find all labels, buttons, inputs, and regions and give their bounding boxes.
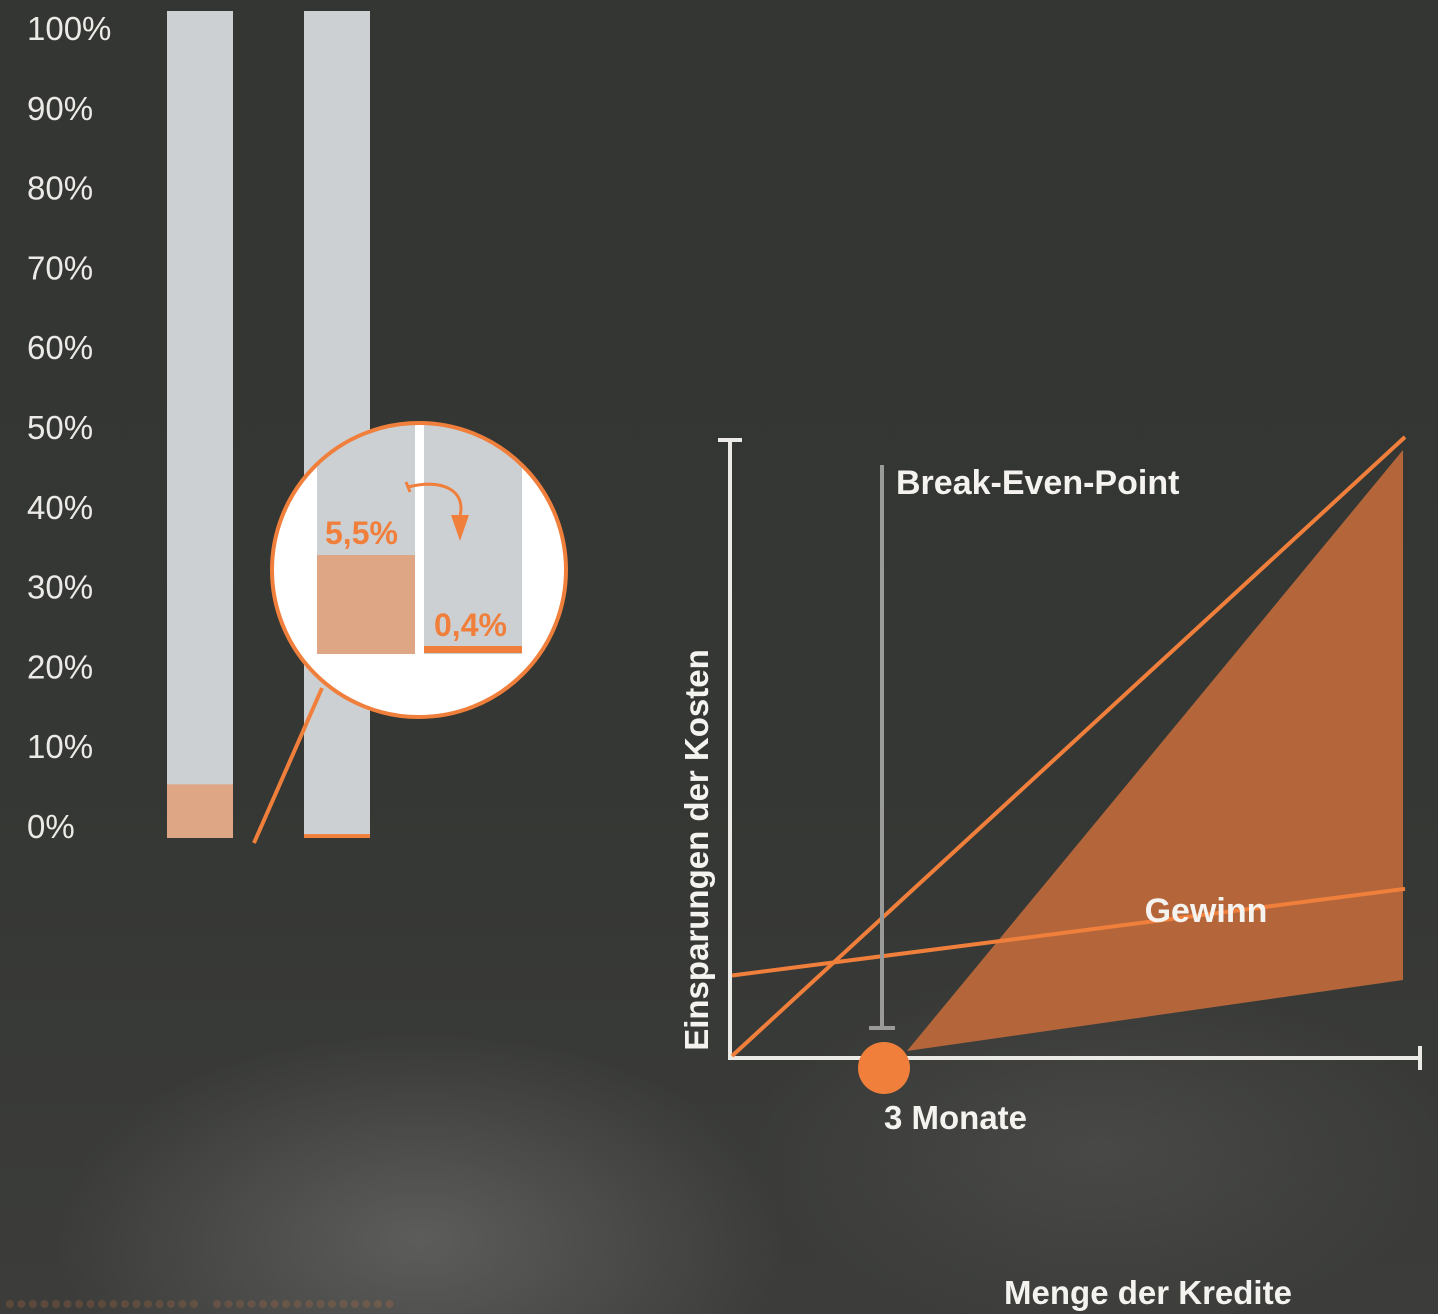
decor-dot — [224, 1300, 233, 1308]
decor-dot — [236, 1300, 244, 1308]
arrow-head-icon — [451, 515, 469, 541]
curved-arrow-icon — [407, 482, 463, 517]
decor-dot — [6, 1300, 14, 1308]
inset-label-a: 5,5% — [325, 515, 398, 551]
decor-dot — [86, 1300, 95, 1308]
y-axis-label: Einsparungen der Kosten — [678, 649, 715, 1051]
decor-dot — [190, 1300, 198, 1308]
decor-dot — [52, 1300, 60, 1308]
y-tick-label: 10% — [27, 728, 93, 765]
decor-dot — [75, 1300, 83, 1308]
y-tick-label: 100% — [27, 10, 111, 47]
decor-dot — [98, 1300, 106, 1308]
y-tick-label: 70% — [27, 249, 93, 286]
zoom-bar-b-track — [424, 423, 522, 660]
bar-track — [304, 11, 370, 838]
profit-area — [907, 450, 1403, 1051]
decor-dot — [132, 1300, 141, 1308]
intersection-label: 3 Monate — [884, 1099, 1027, 1136]
decor-dot — [29, 1300, 37, 1308]
decorative-dots — [6, 1300, 394, 1308]
decor-dot — [351, 1300, 359, 1308]
decor-dot — [213, 1300, 221, 1308]
x-axis-label: Menge der Kredite — [1004, 1274, 1292, 1311]
intersection-point — [858, 1042, 910, 1094]
decor-dot — [316, 1300, 325, 1308]
decor-dot — [328, 1300, 336, 1308]
decor-dot — [40, 1300, 49, 1308]
bars — [167, 11, 370, 838]
decor-dot — [167, 1300, 175, 1308]
bar-fill — [167, 784, 233, 838]
y-tick-label: 40% — [27, 489, 93, 526]
inset-label-b: 0,4% — [434, 607, 507, 643]
series-lines — [730, 435, 1407, 1058]
decor-dot — [247, 1300, 256, 1308]
series-line — [731, 886, 1406, 978]
decor-dot — [305, 1300, 313, 1308]
area-label: Gewinn — [1145, 892, 1268, 930]
y-tick-label: 90% — [27, 90, 93, 127]
y-axis-ticks: 100% 90% 80% 70% 60% 50% 40% 30% 20% 10% 0% — [27, 10, 111, 845]
decor-dot — [155, 1300, 164, 1308]
decor-dot — [109, 1300, 118, 1308]
zoom-bar-b-fill — [424, 646, 522, 653]
zoom-bar-a-fill — [317, 555, 415, 654]
zoom-inset: 5,5% 0,4% — [270, 421, 568, 719]
bar-track — [167, 11, 233, 838]
y-tick-label: 60% — [27, 329, 93, 366]
decor-dot — [270, 1300, 279, 1308]
break-even-label: Break-Even-Point — [896, 464, 1179, 502]
decor-dot — [17, 1300, 26, 1308]
y-tick-label: 80% — [27, 170, 93, 207]
y-tick-label: 50% — [27, 409, 93, 446]
decor-dot — [121, 1300, 129, 1308]
bar-fill — [304, 834, 370, 838]
break-even-chart: Break-Even-Point 3 Monate Gewinn Menge d… — [678, 435, 1422, 1311]
series-line — [730, 435, 1407, 1058]
y-tick-label: 20% — [27, 648, 93, 685]
zoom-pointer-line — [252, 687, 324, 844]
y-tick-label: 0% — [27, 808, 75, 845]
decor-dot — [282, 1300, 290, 1308]
decor-dot — [374, 1300, 382, 1308]
decor-dot — [63, 1300, 72, 1308]
y-tick-label: 30% — [27, 569, 93, 606]
decor-dot — [339, 1300, 348, 1308]
zoom-circle-border — [270, 421, 568, 719]
decor-dot — [144, 1300, 152, 1308]
decor-dot — [293, 1300, 302, 1308]
decor-dot — [385, 1300, 394, 1308]
decor-dot — [259, 1300, 267, 1308]
percentage-bar-chart: 100% 90% 80% 70% 60% 50% 40% 30% 20% 10% 0% 5,5% 0… — [27, 10, 568, 845]
decor-dot — [362, 1300, 371, 1308]
decor-dot — [178, 1300, 187, 1308]
